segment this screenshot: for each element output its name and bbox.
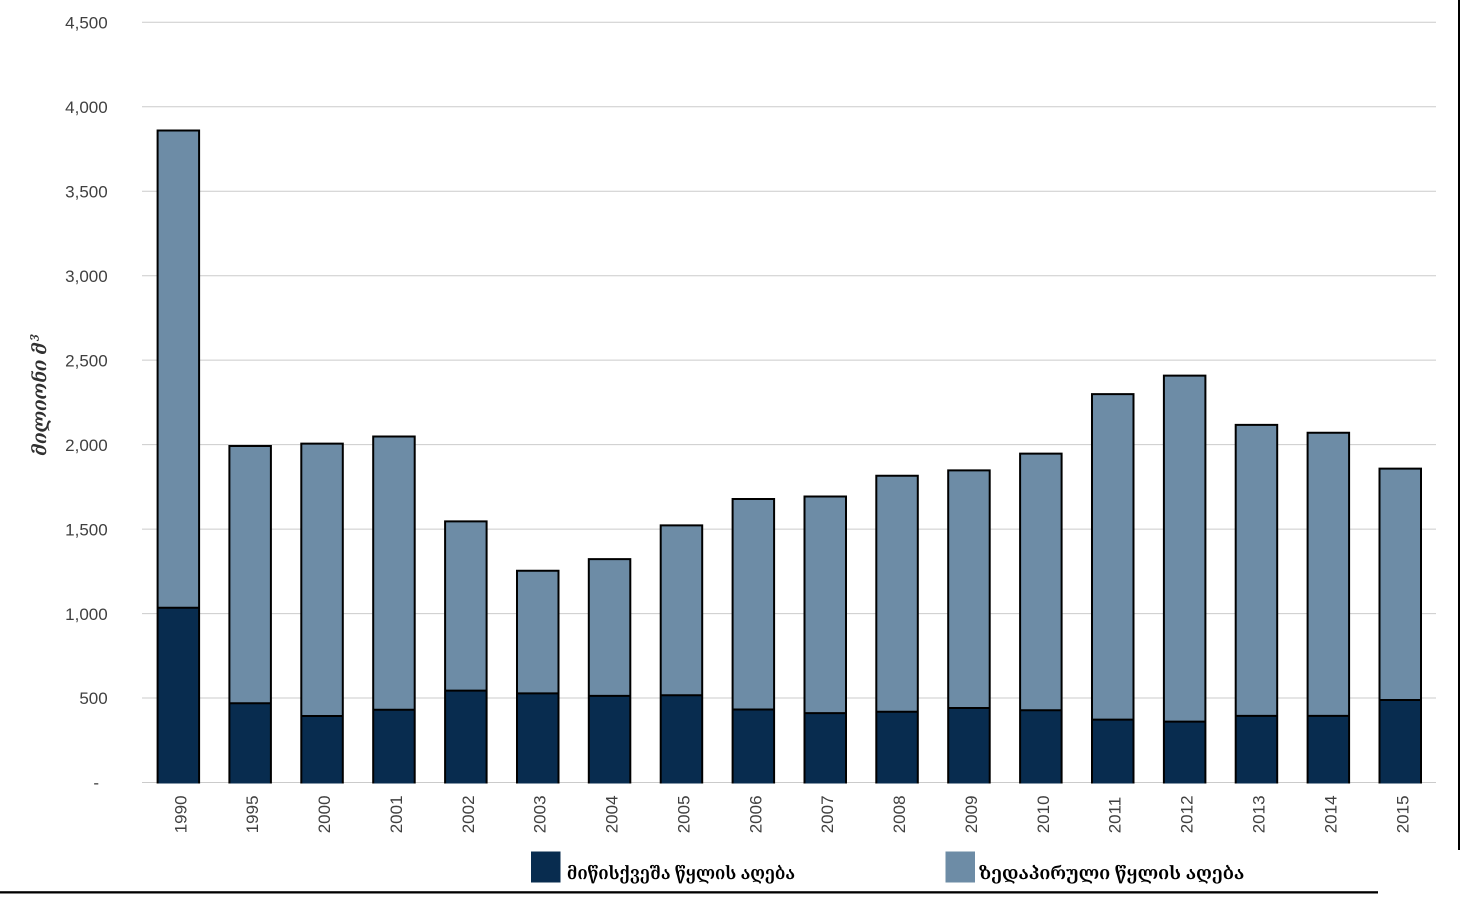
svg-text:3,500: 3,500 (65, 182, 108, 201)
svg-text:1990: 1990 (171, 795, 190, 833)
svg-text:2005: 2005 (675, 795, 694, 833)
svg-text:500: 500 (79, 689, 107, 708)
svg-text:2014: 2014 (1321, 795, 1340, 833)
svg-text:4,000: 4,000 (65, 98, 108, 117)
svg-text:1995: 1995 (243, 795, 262, 833)
svg-text:2013: 2013 (1250, 795, 1269, 833)
svg-text:3,000: 3,000 (65, 267, 108, 286)
svg-text:2,500: 2,500 (65, 351, 108, 370)
svg-text:2001: 2001 (387, 795, 406, 833)
svg-text:2010: 2010 (1034, 795, 1053, 833)
svg-text:2008: 2008 (890, 795, 909, 833)
svg-text:2011: 2011 (1106, 797, 1125, 834)
svg-text:1,500: 1,500 (65, 520, 108, 539)
svg-text:2009: 2009 (962, 795, 981, 833)
svg-text:2002: 2002 (459, 795, 478, 833)
svg-text:2000: 2000 (315, 795, 334, 833)
svg-text:2004: 2004 (603, 795, 622, 833)
svg-text:2007: 2007 (818, 795, 837, 833)
svg-text:2012: 2012 (1178, 795, 1197, 833)
svg-text:2003: 2003 (531, 795, 550, 833)
svg-text:2006: 2006 (746, 795, 765, 833)
svg-text:1,000: 1,000 (65, 605, 108, 624)
svg-text:-: - (93, 774, 99, 793)
svg-text:4,500: 4,500 (65, 14, 108, 33)
svg-text:2,000: 2,000 (65, 436, 108, 455)
svg-text:2015: 2015 (1393, 795, 1412, 833)
